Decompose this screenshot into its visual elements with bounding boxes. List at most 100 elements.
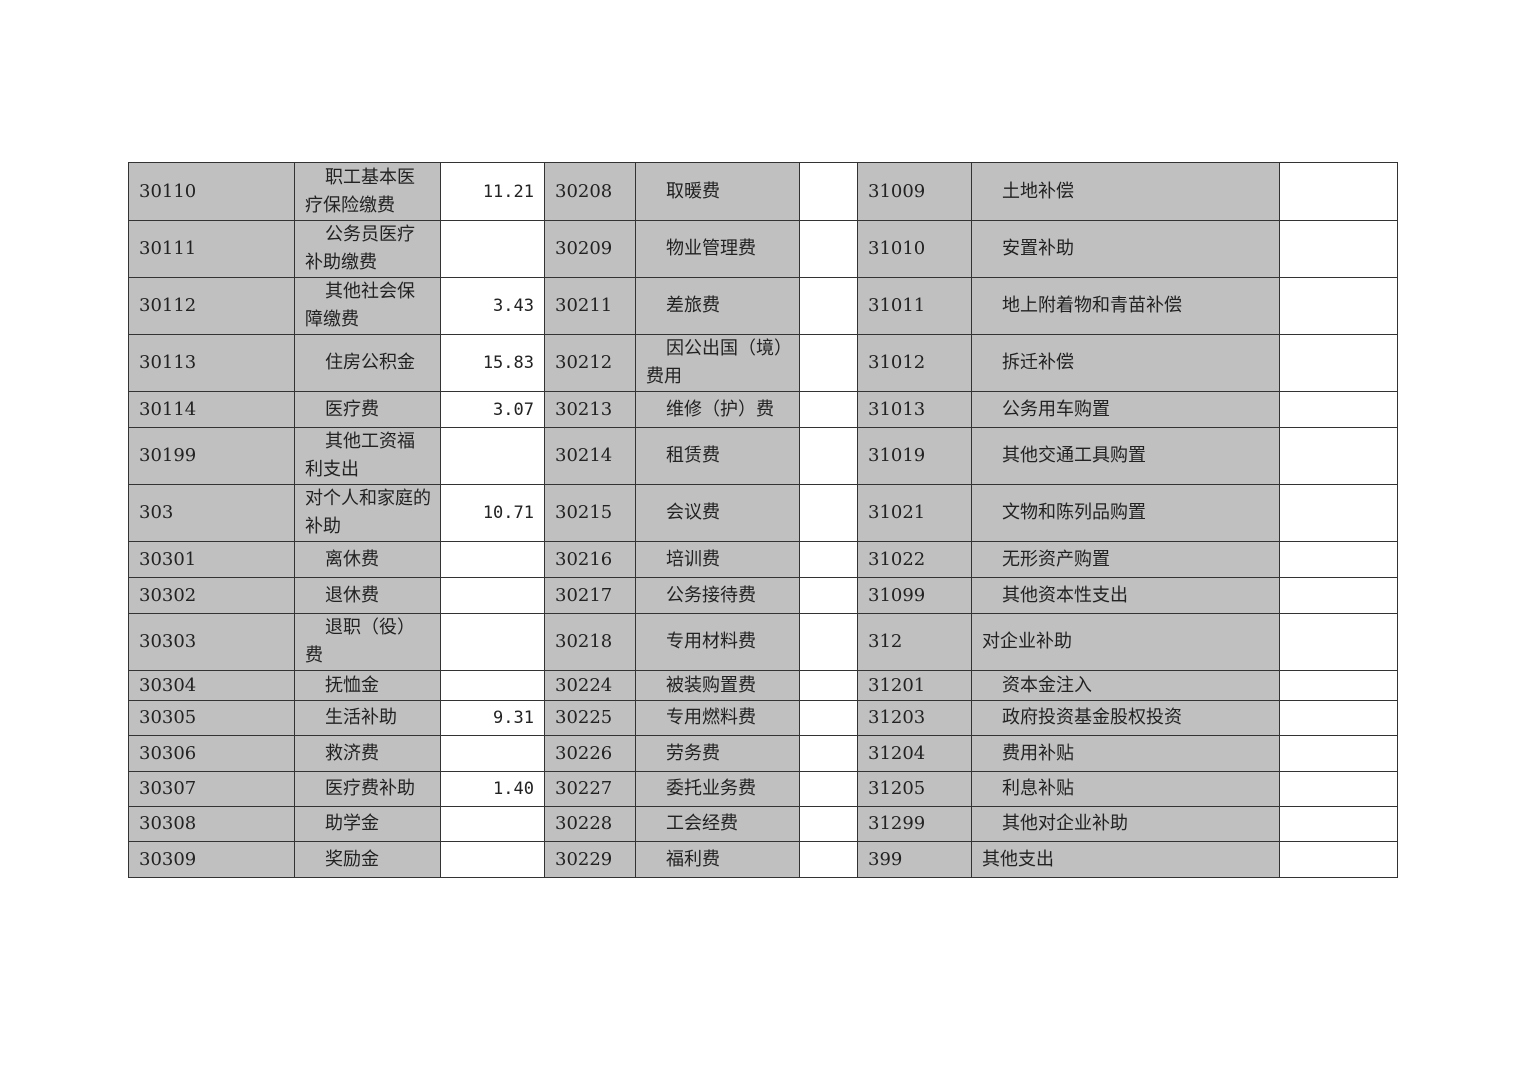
- cell-name: 费用补贴: [971, 735, 1280, 772]
- cell-value: [1279, 541, 1398, 578]
- cell-name: 救济费: [294, 735, 441, 772]
- cell-name: 公务员医疗补助缴费: [294, 220, 441, 278]
- cell-name: 离休费: [294, 541, 441, 578]
- cell-name: 其他交通工具购置: [971, 427, 1280, 485]
- cell-value: [799, 771, 858, 807]
- cell-code: 31021: [857, 484, 972, 542]
- table-row: 30112 其他社会保障缴费 3.43 30211 差旅费 31011 地上附着物和青苗补偿: [128, 277, 1398, 335]
- cell-code: 30218: [544, 613, 636, 671]
- cell-code: 31299: [857, 806, 972, 842]
- cell-value: [799, 613, 858, 671]
- cell-value: [440, 541, 545, 578]
- cell-name: 无形资产购置: [971, 541, 1280, 578]
- cell-value: [799, 484, 858, 542]
- table-row: 30111 公务员医疗补助缴费 30209 物业管理费 31010 安置补助: [128, 220, 1398, 278]
- cell-code: 30225: [544, 700, 636, 736]
- cell-value: [1279, 613, 1398, 671]
- table-row: 30113 住房公积金 15.83 30212 因公出国（境）费用 31012 拆迁补偿: [128, 334, 1398, 392]
- cell-value: [440, 577, 545, 614]
- cell-code: 30112: [128, 277, 295, 335]
- cell-value: [1279, 277, 1398, 335]
- cell-name: 对企业补助: [971, 613, 1280, 671]
- cell-value: [440, 220, 545, 278]
- cell-value: [799, 391, 858, 428]
- cell-code: 30301: [128, 541, 295, 578]
- cell-name: 职工基本医疗保险缴费: [294, 162, 441, 221]
- cell-value: [1279, 700, 1398, 736]
- cell-code: 30214: [544, 427, 636, 485]
- cell-name: 住房公积金: [294, 334, 441, 392]
- cell-name: 差旅费: [635, 277, 800, 335]
- cell-code: 30306: [128, 735, 295, 772]
- table-row: 30302 退休费 30217 公务接待费 31099 其他资本性支出: [128, 577, 1398, 614]
- cell-value: 11.21: [440, 162, 545, 221]
- table-row: 30304 抚恤金 30224 被装购置费 31201 资本金注入: [128, 670, 1398, 701]
- cell-value: [1279, 162, 1398, 221]
- cell-value: [440, 670, 545, 701]
- cell-value: [799, 700, 858, 736]
- cell-name: 政府投资基金股权投资: [971, 700, 1280, 736]
- cell-code: 30215: [544, 484, 636, 542]
- cell-value: [440, 735, 545, 772]
- cell-value: [440, 613, 545, 671]
- cell-name: 专用材料费: [635, 613, 800, 671]
- table-body: 30110 职工基本医疗保险缴费 11.21 30208 取暖费 31009 土地补偿 301…: [128, 162, 1398, 878]
- table-row: 30199 其他工资福利支出 30214 租赁费 31019 其他交通工具购置: [128, 427, 1398, 485]
- cell-value: [1279, 334, 1398, 392]
- cell-code: 30113: [128, 334, 295, 392]
- cell-code: 30226: [544, 735, 636, 772]
- cell-code: 30228: [544, 806, 636, 842]
- cell-code: 30212: [544, 334, 636, 392]
- cell-name: 工会经费: [635, 806, 800, 842]
- cell-name: 劳务费: [635, 735, 800, 772]
- cell-code: 30304: [128, 670, 295, 701]
- cell-value: 3.07: [440, 391, 545, 428]
- cell-code: 31204: [857, 735, 972, 772]
- cell-value: [1279, 735, 1398, 772]
- cell-name: 租赁费: [635, 427, 800, 485]
- cell-name: 文物和陈列品购置: [971, 484, 1280, 542]
- cell-value: [1279, 577, 1398, 614]
- cell-value: [799, 670, 858, 701]
- table-row: 30308 助学金 30228 工会经费 31299 其他对企业补助: [128, 806, 1398, 842]
- cell-name: 因公出国（境）费用: [635, 334, 800, 392]
- cell-value: 15.83: [440, 334, 545, 392]
- cell-name: 奖励金: [294, 841, 441, 878]
- cell-name: 公务接待费: [635, 577, 800, 614]
- cell-code: 30110: [128, 162, 295, 221]
- cell-name: 其他对企业补助: [971, 806, 1280, 842]
- table-row: 30305 生活补助 9.31 30225 专用燃料费 31203 政府投资基金股权投资: [128, 700, 1398, 736]
- cell-name: 土地补偿: [971, 162, 1280, 221]
- cell-code: 30216: [544, 541, 636, 578]
- cell-code: 31203: [857, 700, 972, 736]
- cell-name: 助学金: [294, 806, 441, 842]
- cell-name: 安置补助: [971, 220, 1280, 278]
- cell-value: [440, 806, 545, 842]
- cell-value: [1279, 771, 1398, 807]
- cell-name: 抚恤金: [294, 670, 441, 701]
- cell-code: 30213: [544, 391, 636, 428]
- cell-name: 物业管理费: [635, 220, 800, 278]
- table-row: 30306 救济费 30226 劳务费 31204 费用补贴: [128, 735, 1398, 772]
- cell-code: 30209: [544, 220, 636, 278]
- cell-name: 维修（护）费: [635, 391, 800, 428]
- table-row: 30307 医疗费补助 1.40 30227 委托业务费 31205 利息补贴: [128, 771, 1398, 807]
- cell-code: 31205: [857, 771, 972, 807]
- cell-code: 31019: [857, 427, 972, 485]
- cell-code: 30302: [128, 577, 295, 614]
- cell-name: 利息补贴: [971, 771, 1280, 807]
- table-row: 30110 职工基本医疗保险缴费 11.21 30208 取暖费 31009 土地补偿: [128, 162, 1398, 221]
- cell-value: [799, 735, 858, 772]
- cell-value: [799, 577, 858, 614]
- cell-value: [1279, 670, 1398, 701]
- cell-name: 其他支出: [971, 841, 1280, 878]
- cell-name: 会议费: [635, 484, 800, 542]
- cell-name: 医疗费: [294, 391, 441, 428]
- cell-code: 31009: [857, 162, 972, 221]
- cell-code: 31011: [857, 277, 972, 335]
- table-row: 30301 离休费 30216 培训费 31022 无形资产购置: [128, 541, 1398, 578]
- cell-value: [440, 427, 545, 485]
- cell-name: 专用燃料费: [635, 700, 800, 736]
- cell-code: 30217: [544, 577, 636, 614]
- cell-name: 资本金注入: [971, 670, 1280, 701]
